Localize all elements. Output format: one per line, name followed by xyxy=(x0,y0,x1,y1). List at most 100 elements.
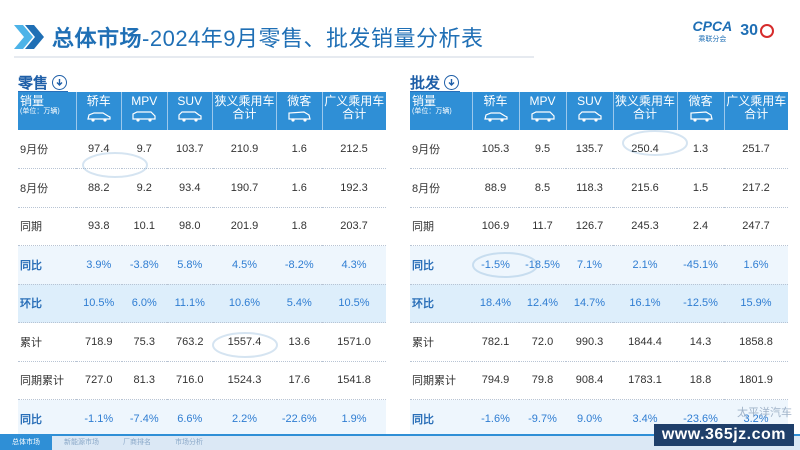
table-cell: 201.9 xyxy=(212,207,277,246)
table-cell: 11.7 xyxy=(519,207,566,246)
table-cell: 212.5 xyxy=(322,130,386,169)
nav-item-analysis[interactable]: 市场分析 xyxy=(175,439,203,446)
table-row: 8月份 88.9 8.5 118.3 215.6 1.5 217.2 xyxy=(410,168,788,208)
row-label: 9月份 xyxy=(18,130,76,169)
table-row: 9月份 105.3 9.5 135.7 250.4 1.3 251.7 xyxy=(410,130,788,169)
retail-section-label: 零售 xyxy=(18,72,68,93)
table-cell: 210.9 xyxy=(212,130,277,169)
header-cell-sales: 销量 (单位：万辆) xyxy=(18,92,77,130)
row-label: 同期累计 xyxy=(18,361,76,400)
table-cell: 1.6 xyxy=(276,130,322,169)
row-label: 环比 xyxy=(18,284,76,323)
header-cell-suv: SUV xyxy=(167,92,213,130)
table-cell: 1844.4 xyxy=(613,322,677,362)
table-cell: 88.2 xyxy=(76,168,122,208)
header-cell-narrow-total: 狭义乘用车合计 xyxy=(212,92,277,130)
table-cell: 1.3 xyxy=(677,130,724,169)
table-row: 累计 718.9 75.3 763.2 1557.4 13.6 1571.0 xyxy=(18,322,386,362)
table-cell: 247.7 xyxy=(724,207,788,246)
column-label: SUV xyxy=(577,94,602,108)
table-cell: 106.9 xyxy=(472,207,519,246)
table-cell: -8.2% xyxy=(276,245,322,285)
header-cell-sedan: 轿车 xyxy=(76,92,122,130)
row-label: 同期累计 xyxy=(410,361,472,400)
table-cell: 250.4 xyxy=(613,130,677,169)
table-cell: 12.4% xyxy=(519,284,566,323)
table-cell: 1.6 xyxy=(276,168,322,208)
table-cell: 10.6% xyxy=(212,284,277,323)
nav-item-nev[interactable]: 新能源市场 xyxy=(64,439,99,446)
table-cell: -12.5% xyxy=(677,284,724,323)
nav-item-ranking[interactable]: 厂商排名 xyxy=(123,439,151,446)
table-cell: 72.0 xyxy=(519,322,566,362)
header-cell-mini: 微客 xyxy=(276,92,323,130)
table-cell: 4.3% xyxy=(322,245,386,285)
cpca-logo: CPCA 乘联分会 xyxy=(693,18,733,44)
table-cell: 1541.8 xyxy=(322,361,386,400)
table-cell: 990.3 xyxy=(566,322,613,362)
table-cell: 1858.8 xyxy=(724,322,788,362)
table-cell: 93.8 xyxy=(76,207,122,246)
title-bar: 总体市场 -2024年9月零售、批发销量分析表 xyxy=(14,22,484,52)
sales-label: 销量 xyxy=(412,94,437,108)
double-chevron-icon xyxy=(14,25,46,49)
arrow-down-circle-icon xyxy=(444,75,460,90)
nav-item-overall[interactable]: 总体市场 xyxy=(0,436,52,450)
table-row: 同比 -1.1% -7.4% 6.6% 2.2% -22.6% 1.9% xyxy=(18,399,386,439)
mpv-icon xyxy=(132,111,156,122)
column-label: 微客 xyxy=(287,94,312,108)
table-row: 同期 93.8 10.1 98.0 201.9 1.8 203.7 xyxy=(18,207,386,246)
anniversary-ring-icon xyxy=(760,24,774,38)
page-subtitle: -2024年9月零售、批发销量分析表 xyxy=(142,26,484,51)
row-label: 累计 xyxy=(18,322,76,362)
row-label: 同比 xyxy=(18,399,76,439)
table-cell: 14.3 xyxy=(677,322,724,362)
header-cell-sedan: 轿车 xyxy=(472,92,520,130)
page-title: 总体市场 xyxy=(52,26,143,51)
unit-label: (单位：万辆) xyxy=(412,108,452,115)
table-row: 环比 18.4% 12.4% 14.7% 16.1% -12.5% 15.9% xyxy=(410,284,788,323)
table-header-row: 销量 (单位：万辆) 轿车 MPV SUV 狭义乘用车合计 微客 广义乘用车合计 xyxy=(18,92,386,130)
table-cell: -1.5% xyxy=(472,245,519,285)
sedan-icon xyxy=(86,112,111,122)
table-cell: 1557.4 xyxy=(212,322,277,362)
row-label: 同比 xyxy=(410,245,472,285)
table-cell: 10.1 xyxy=(121,207,167,246)
row-label: 环比 xyxy=(410,284,472,323)
bottom-nav: 总体市场 新能源市场 厂商排名 市场分析 xyxy=(0,436,800,450)
table-cell: 2.2% xyxy=(212,399,277,439)
table-cell: -3.8% xyxy=(121,245,167,285)
wholesale-table: 销量 (单位：万辆) 轿车 MPV SUV 狭义乘用车合计 微客 广义乘用车合计… xyxy=(410,92,788,439)
table-cell: 4.5% xyxy=(212,245,277,285)
table-row: 同期累计 727.0 81.3 716.0 1524.3 17.6 1541.8 xyxy=(18,361,386,400)
row-label: 9月份 xyxy=(410,130,472,169)
table-cell: 9.2 xyxy=(121,168,167,208)
row-label: 同期 xyxy=(18,207,76,246)
table-cell: 251.7 xyxy=(724,130,788,169)
site-watermark: www.365jz.com xyxy=(653,424,794,446)
table-cell: 6.6% xyxy=(167,399,213,439)
table-cell: 81.3 xyxy=(121,361,167,400)
sedan-icon xyxy=(483,112,508,122)
mpv-icon xyxy=(530,111,555,122)
logo-text: CPCA xyxy=(692,18,733,34)
table-cell: 15.9% xyxy=(724,284,788,323)
table-cell: 93.4 xyxy=(167,168,213,208)
logo: CPCA 乘联分会 30 xyxy=(693,18,774,44)
table-cell: 763.2 xyxy=(167,322,213,362)
header-cell-sales: 销量 (单位：万辆) xyxy=(410,92,473,130)
table-cell: -45.1% xyxy=(677,245,724,285)
table-cell: 716.0 xyxy=(167,361,213,400)
table-cell: 1524.3 xyxy=(212,361,277,400)
table-cell: 1.9% xyxy=(322,399,386,439)
source-watermark: 太平洋汽车 xyxy=(737,407,792,419)
table-cell: -18.5% xyxy=(519,245,566,285)
arrow-down-circle-icon xyxy=(52,75,68,90)
table-cell: 14.7% xyxy=(566,284,613,323)
column-label: 狭义乘用车合计 xyxy=(214,94,275,121)
table-cell: 190.7 xyxy=(212,168,277,208)
table-cell: -1.6% xyxy=(472,399,519,439)
table-cell: 908.4 xyxy=(566,361,613,400)
table-cell: 2.4 xyxy=(677,207,724,246)
table-cell: 217.2 xyxy=(724,168,788,208)
